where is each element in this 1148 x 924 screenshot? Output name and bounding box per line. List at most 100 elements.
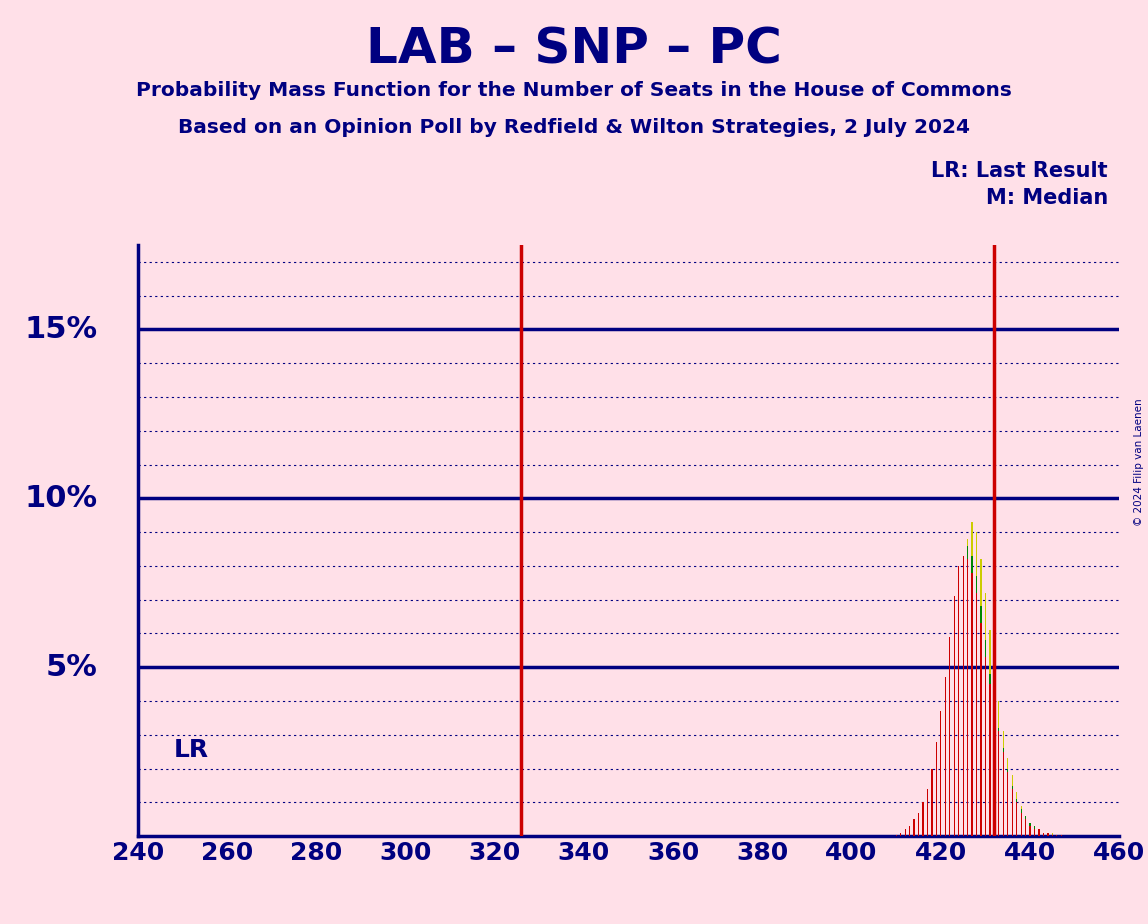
Text: 10%: 10% — [24, 484, 98, 513]
Bar — [1002, 748, 1003, 836]
Bar — [1016, 799, 1017, 836]
Bar — [1030, 826, 1031, 836]
Bar — [1047, 833, 1048, 836]
Bar — [1007, 759, 1008, 836]
Bar — [1042, 833, 1044, 836]
Bar — [971, 522, 972, 836]
Bar — [1021, 806, 1022, 836]
Bar — [1002, 752, 1003, 836]
Bar — [954, 596, 955, 836]
Bar — [922, 809, 924, 836]
Bar — [985, 640, 986, 836]
Bar — [918, 820, 920, 836]
Bar — [999, 701, 1000, 836]
Bar — [962, 559, 964, 836]
Bar — [959, 583, 960, 836]
Bar — [909, 830, 910, 836]
Bar — [1047, 833, 1048, 836]
Bar — [985, 657, 986, 836]
Bar — [905, 833, 906, 836]
Text: LR: LR — [173, 738, 209, 762]
Bar — [1025, 816, 1026, 836]
Bar — [914, 833, 915, 836]
Bar — [909, 826, 910, 836]
Bar — [949, 637, 951, 836]
Bar — [936, 779, 937, 836]
Bar — [1039, 830, 1040, 836]
Bar — [1042, 833, 1044, 836]
Bar — [914, 826, 915, 836]
Bar — [940, 752, 941, 836]
Bar — [1061, 835, 1062, 836]
Bar — [931, 779, 932, 836]
Bar — [976, 532, 977, 836]
Bar — [1052, 834, 1053, 836]
Bar — [905, 830, 906, 836]
Bar — [1052, 834, 1053, 836]
Bar — [1039, 830, 1040, 836]
Bar — [980, 606, 982, 836]
Bar — [1002, 732, 1003, 836]
Bar — [971, 555, 972, 836]
Bar — [1016, 792, 1017, 836]
Bar — [994, 667, 995, 836]
Bar — [999, 732, 1000, 836]
Bar — [1056, 835, 1057, 836]
Bar — [1030, 822, 1031, 836]
Bar — [1056, 834, 1057, 836]
Bar — [976, 593, 977, 836]
Text: Based on an Opinion Poll by Redfield & Wilton Strategies, 2 July 2024: Based on an Opinion Poll by Redfield & W… — [178, 118, 970, 138]
Text: M: Median: M: Median — [986, 188, 1108, 208]
Bar — [1034, 826, 1035, 836]
Bar — [1025, 816, 1026, 836]
Bar — [980, 624, 982, 836]
Bar — [926, 796, 928, 836]
Bar — [940, 724, 941, 836]
Bar — [926, 812, 928, 836]
Text: LAB – SNP – PC: LAB – SNP – PC — [366, 26, 782, 74]
Bar — [990, 674, 991, 836]
Bar — [918, 812, 920, 836]
Bar — [976, 576, 977, 836]
Bar — [945, 722, 946, 836]
Bar — [1052, 833, 1053, 836]
Bar — [967, 545, 968, 836]
Bar — [1030, 822, 1031, 836]
Bar — [922, 822, 924, 836]
Bar — [1007, 769, 1008, 836]
Bar — [954, 644, 955, 836]
Text: 5%: 5% — [46, 652, 98, 682]
Bar — [990, 630, 991, 836]
Bar — [914, 820, 915, 836]
Text: LR: Last Result: LR: Last Result — [931, 161, 1108, 181]
Bar — [1011, 775, 1013, 836]
Bar — [1034, 826, 1035, 836]
Bar — [1007, 772, 1008, 836]
Bar — [1034, 830, 1035, 836]
Bar — [954, 616, 955, 836]
Bar — [949, 684, 951, 836]
Bar — [1056, 834, 1057, 836]
Bar — [931, 799, 932, 836]
Bar — [900, 833, 901, 836]
Bar — [962, 573, 964, 836]
Bar — [999, 728, 1000, 836]
Bar — [1011, 789, 1013, 836]
Bar — [1021, 812, 1022, 836]
Bar — [1047, 833, 1048, 836]
Bar — [1016, 802, 1017, 836]
Bar — [971, 573, 972, 836]
Bar — [895, 834, 897, 836]
Bar — [918, 830, 920, 836]
Bar — [967, 539, 968, 836]
Text: © 2024 Filip van Laenen: © 2024 Filip van Laenen — [1134, 398, 1143, 526]
Bar — [967, 559, 968, 836]
Bar — [940, 711, 941, 836]
Bar — [945, 691, 946, 836]
Bar — [931, 769, 932, 836]
Bar — [936, 742, 937, 836]
Bar — [985, 593, 986, 836]
Bar — [959, 606, 960, 836]
Bar — [1025, 820, 1026, 836]
Bar — [945, 677, 946, 836]
